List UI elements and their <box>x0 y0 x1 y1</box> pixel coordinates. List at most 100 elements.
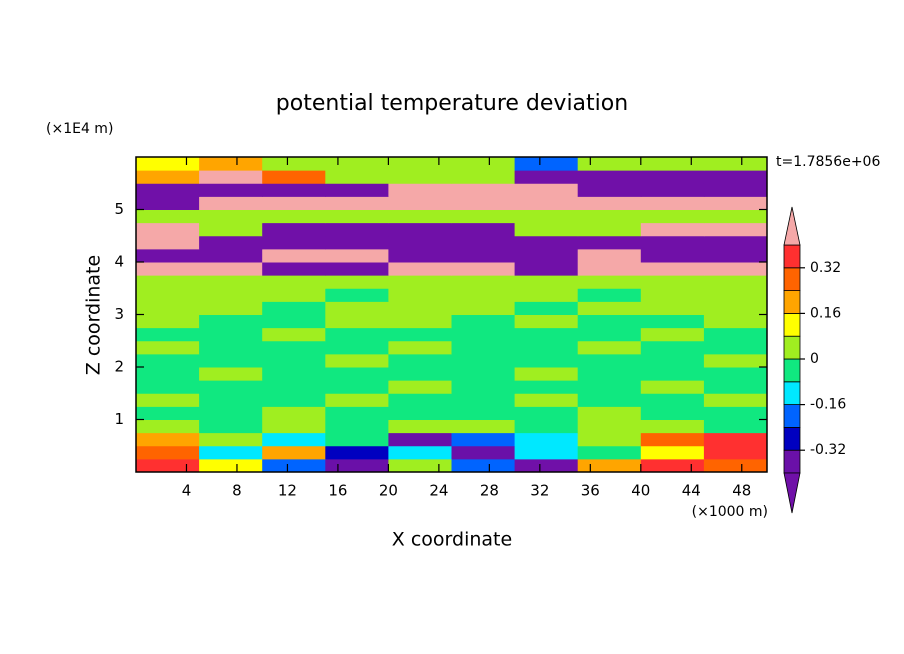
contour-cell <box>514 157 579 171</box>
contour-cell <box>451 301 516 315</box>
contour-cell <box>388 301 452 315</box>
contour-cell <box>262 406 326 420</box>
contour-cell <box>262 288 326 302</box>
contour-cell <box>640 222 705 237</box>
contour-cell <box>640 445 705 460</box>
contour-cell <box>199 314 263 329</box>
contour-cell <box>577 157 642 171</box>
contour-cell <box>325 314 389 329</box>
contour-cell <box>388 353 452 368</box>
contour-cell <box>577 288 642 302</box>
contour-cell <box>703 353 768 368</box>
contour-cell <box>388 367 452 381</box>
contour-cell <box>388 196 452 210</box>
contour-cell <box>514 170 579 184</box>
contour-cell <box>640 248 705 263</box>
x-tick-label: 32 <box>530 482 549 500</box>
contour-cell <box>640 288 705 302</box>
contour-cell <box>136 380 200 394</box>
contour-cell <box>199 406 263 420</box>
contour-cell <box>577 183 642 197</box>
contour-cell <box>703 275 768 289</box>
contour-cell <box>577 432 642 447</box>
contour-cell <box>136 406 200 420</box>
contour-cell <box>388 380 452 394</box>
contour-cell <box>388 222 452 237</box>
contour-cell <box>577 314 642 329</box>
contour-cell <box>577 170 642 184</box>
contour-cell <box>199 235 263 250</box>
contour-cell <box>388 432 452 447</box>
contour-cell <box>262 275 326 289</box>
contour-cell <box>388 393 452 407</box>
colorbar-segment <box>783 404 801 428</box>
colorbar-segment <box>783 335 801 360</box>
contour-cell <box>388 170 452 184</box>
contour-cell <box>199 262 263 276</box>
contour-cell <box>640 157 705 171</box>
contour-cell <box>262 183 326 197</box>
x-tick-label: 4 <box>182 482 192 500</box>
contour-cell <box>136 183 200 197</box>
contour-cell <box>514 458 579 473</box>
contour-cell <box>451 196 516 210</box>
contour-cell <box>199 432 263 447</box>
contour-cell <box>577 380 642 394</box>
contour-cell <box>577 367 642 381</box>
contour-cell <box>388 262 452 276</box>
contour-cell <box>514 380 579 394</box>
contour-cell <box>703 458 768 473</box>
y-unit: (×1E4 m) <box>46 121 113 137</box>
contour-cell <box>388 235 452 250</box>
colorbar-segment <box>783 449 801 474</box>
contour-cell <box>388 183 452 197</box>
contour-cell <box>703 406 768 420</box>
contour-cell <box>136 393 200 407</box>
x-tick-label: 48 <box>732 482 751 500</box>
contour-cell <box>325 157 389 171</box>
contour-cell <box>262 367 326 381</box>
contour-cell <box>136 209 200 224</box>
contour-cell <box>451 262 516 276</box>
x-tick-label: 16 <box>328 482 347 500</box>
contour-cell <box>451 209 516 224</box>
contour-cell <box>577 209 642 224</box>
contour-cell <box>514 314 579 329</box>
colorbar-segment <box>783 358 801 383</box>
contour-cell <box>451 170 516 184</box>
contour-cell <box>451 275 516 289</box>
y-tick-label: 5 <box>114 200 124 218</box>
contour-cell <box>136 367 200 381</box>
contour-cell <box>199 275 263 289</box>
contour-cell <box>136 419 200 434</box>
contour-cell <box>640 393 705 407</box>
colorbar-segment <box>783 290 801 314</box>
contour-cell <box>325 419 389 434</box>
contour-cell <box>325 209 389 224</box>
contour-cell <box>325 235 389 250</box>
contour-cell <box>703 157 768 171</box>
contour-cell <box>136 458 200 473</box>
contour-cell <box>640 314 705 329</box>
contour-cell <box>388 248 452 263</box>
contour-cell <box>514 196 579 210</box>
contour-cell <box>136 275 200 289</box>
contour-cell <box>325 327 389 342</box>
contour-cell <box>640 183 705 197</box>
contour-cell <box>640 340 705 355</box>
contour-cell <box>640 380 705 394</box>
contour-cell <box>640 301 705 315</box>
contour-cell <box>703 183 768 197</box>
contour-cell <box>388 157 452 171</box>
contour-cell <box>325 275 389 289</box>
contour-cell <box>262 458 326 473</box>
contour-cell <box>577 196 642 210</box>
contour-cell <box>388 314 452 329</box>
contour-cell <box>325 222 389 237</box>
contour-cell <box>640 353 705 368</box>
colorbar-tick-label: -0.32 <box>810 442 846 458</box>
contour-cell <box>325 432 389 447</box>
contour-cell <box>262 380 326 394</box>
contour-cell <box>577 406 642 420</box>
